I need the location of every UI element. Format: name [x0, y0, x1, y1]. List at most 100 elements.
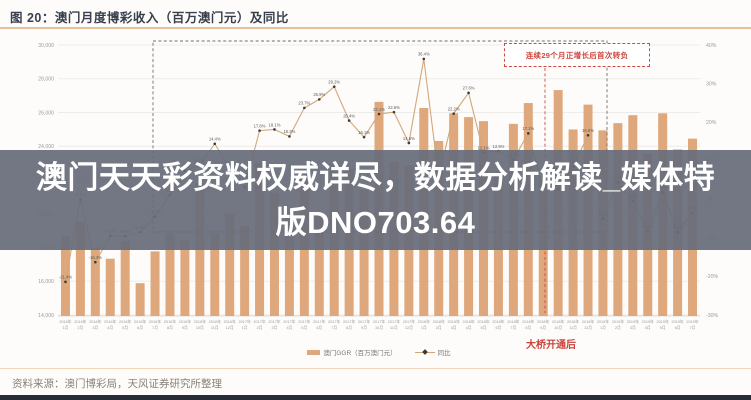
line-swatch-icon [414, 351, 435, 353]
svg-text:2017年: 2017年 [313, 319, 325, 324]
svg-text:2016年: 2016年 [224, 319, 236, 324]
svg-text:6月: 6月 [316, 325, 322, 330]
svg-text:2月: 2月 [436, 325, 442, 330]
svg-text:8月: 8月 [525, 325, 531, 330]
svg-text:1月: 1月 [421, 325, 427, 330]
svg-text:2018年: 2018年 [522, 319, 534, 324]
svg-text:2019年: 2019年 [627, 319, 639, 324]
revenue-bar [90, 247, 100, 316]
bridge-open-label: 大桥开通后 [526, 340, 576, 351]
watermark-overlay: 澳门天天彩资料权威详尽，数据分析解读_媒体特 版DNO703.64 [0, 150, 751, 250]
legend-yoy-label: 同比 [437, 350, 451, 357]
svg-text:22.2%: 22.2% [448, 106, 460, 111]
svg-text:2017年: 2017年 [253, 319, 265, 324]
svg-text:2018年: 2018年 [462, 319, 474, 324]
svg-text:20%: 20% [706, 120, 717, 126]
legend-item-yoy: 同比 [414, 347, 451, 357]
svg-text:17.8%: 17.8% [254, 123, 266, 128]
svg-text:2016年: 2016年 [179, 319, 191, 324]
svg-text:7月: 7月 [690, 325, 696, 330]
svg-text:27.6%: 27.6% [463, 86, 475, 91]
svg-text:2018年: 2018年 [477, 319, 489, 324]
svg-text:2月: 2月 [77, 325, 83, 330]
revenue-bar [359, 189, 369, 316]
revenue-bar [150, 251, 160, 316]
figure-title-text: 澳门月度博彩收入（百万澳门元）及同比 [54, 11, 289, 25]
svg-text:9月: 9月 [540, 325, 546, 330]
source-text: 资料来源：澳门博彩局，天风证券研究所整理 [12, 378, 222, 390]
svg-text:2018年: 2018年 [448, 319, 460, 324]
svg-text:-21.4%: -21.4% [59, 275, 73, 280]
svg-text:2017年: 2017年 [283, 319, 295, 324]
revenue-bar [105, 258, 115, 316]
svg-text:30,000: 30,000 [38, 43, 54, 49]
svg-text:8月: 8月 [167, 325, 173, 330]
svg-text:2016年: 2016年 [134, 319, 146, 324]
revenue-bar [165, 233, 175, 316]
svg-text:2019年: 2019年 [671, 319, 683, 324]
svg-text:-20%: -20% [706, 274, 718, 280]
svg-text:12.5%: 12.5% [493, 144, 505, 149]
svg-text:16.1%: 16.1% [358, 130, 370, 135]
svg-text:12月: 12月 [584, 325, 592, 330]
svg-text:2019年: 2019年 [597, 319, 609, 324]
svg-text:2017年: 2017年 [239, 319, 251, 324]
svg-text:4月: 4月 [107, 325, 113, 330]
svg-text:6月: 6月 [137, 325, 143, 330]
revenue-bar [269, 192, 279, 316]
svg-text:2018年: 2018年 [537, 319, 549, 324]
svg-text:14.4%: 14.4% [209, 137, 221, 142]
svg-text:22.6%: 22.6% [388, 105, 400, 110]
svg-text:2016年: 2016年 [89, 319, 101, 324]
svg-text:3月: 3月 [92, 325, 98, 330]
svg-text:30%: 30% [706, 81, 717, 87]
svg-text:9月: 9月 [361, 325, 367, 330]
svg-text:2018年: 2018年 [552, 319, 564, 324]
svg-text:2018年: 2018年 [567, 319, 579, 324]
svg-text:2016年: 2016年 [74, 319, 86, 324]
svg-text:1月: 1月 [63, 325, 69, 330]
svg-text:2018年: 2018年 [418, 319, 430, 324]
legend-ggr-label: 澳门GGR（百万澳门元） [323, 350, 397, 357]
source-note: 资料来源：澳门博彩局，天风证券研究所整理 [0, 368, 751, 395]
svg-text:24,000: 24,000 [38, 144, 54, 150]
svg-text:2017年: 2017年 [298, 319, 310, 324]
streak-annotation-box: 连续29个月正增长后首次转负 [504, 43, 650, 67]
svg-text:29.2%: 29.2% [328, 79, 340, 84]
svg-text:7月: 7月 [510, 325, 516, 330]
svg-text:11月: 11月 [390, 325, 398, 330]
svg-text:22.1%: 22.1% [373, 107, 385, 112]
svg-text:5月: 5月 [660, 325, 666, 330]
svg-text:5月: 5月 [481, 325, 487, 330]
revenue-bar [120, 240, 130, 316]
revenue-bar [180, 240, 190, 316]
svg-text:23.7%: 23.7% [298, 101, 310, 106]
svg-text:2016年: 2016年 [104, 319, 116, 324]
svg-text:2018年: 2018年 [507, 319, 519, 324]
svg-text:2017年: 2017年 [268, 319, 280, 324]
svg-text:20.4%: 20.4% [343, 113, 355, 118]
svg-text:11月: 11月 [569, 325, 577, 330]
svg-text:11月: 11月 [211, 325, 219, 330]
svg-text:26,000: 26,000 [38, 110, 54, 116]
svg-text:12.1%: 12.1% [478, 145, 490, 150]
svg-text:18.1%: 18.1% [269, 122, 281, 127]
svg-text:5月: 5月 [301, 325, 307, 330]
svg-text:2016年: 2016年 [59, 319, 71, 324]
svg-text:2018年: 2018年 [492, 319, 504, 324]
svg-text:-16.3%: -16.3% [89, 255, 103, 260]
svg-text:2月: 2月 [615, 325, 621, 330]
title-underline [0, 27, 751, 29]
svg-text:36.4%: 36.4% [418, 52, 430, 57]
legend-item-ggr: 澳门GGR（百万澳门元） [307, 347, 397, 357]
svg-text:3月: 3月 [630, 325, 636, 330]
svg-text:7月: 7月 [331, 325, 337, 330]
svg-text:4月: 4月 [286, 325, 292, 330]
svg-text:7月: 7月 [152, 325, 158, 330]
svg-text:2016年: 2016年 [119, 319, 131, 324]
svg-text:16.6%: 16.6% [582, 128, 594, 133]
svg-text:8月: 8月 [346, 325, 352, 330]
svg-text:5月: 5月 [122, 325, 128, 330]
revenue-bar [135, 283, 145, 316]
svg-text:6月: 6月 [495, 325, 501, 330]
